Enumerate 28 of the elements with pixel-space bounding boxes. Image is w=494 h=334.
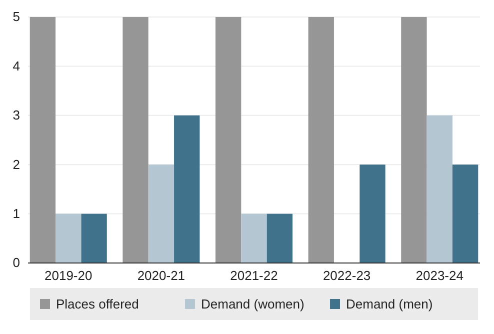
bar xyxy=(360,164,386,263)
x-tick-label: 2019-20 xyxy=(44,268,92,284)
legend-label: Places offered xyxy=(56,296,139,312)
x-tick-label: 2020-21 xyxy=(137,268,186,284)
bar xyxy=(122,17,148,263)
y-tick-label: 3 xyxy=(12,108,20,123)
bar xyxy=(308,17,334,263)
bar xyxy=(401,17,427,263)
bar xyxy=(148,164,174,263)
x-tick-label: 2021-22 xyxy=(230,268,278,284)
legend-label: Demand (women) xyxy=(201,296,304,312)
x-tick-label: 2022-23 xyxy=(322,268,371,284)
bar xyxy=(452,164,478,263)
bar xyxy=(56,214,82,263)
y-tick-label: 5 xyxy=(12,9,20,24)
y-tick-label: 0 xyxy=(12,255,20,270)
y-tick-label: 1 xyxy=(12,206,20,221)
x-tick-label: 2023-24 xyxy=(416,268,464,284)
bar xyxy=(215,17,242,263)
legend-label: Demand (men) xyxy=(346,296,433,312)
bar xyxy=(30,17,56,263)
bar xyxy=(426,115,452,263)
y-tick-label: 2 xyxy=(12,156,20,172)
bar xyxy=(241,214,267,263)
bar xyxy=(266,214,293,263)
y-tick-label: 4 xyxy=(12,58,20,74)
bar xyxy=(174,115,200,263)
bar xyxy=(81,214,107,263)
